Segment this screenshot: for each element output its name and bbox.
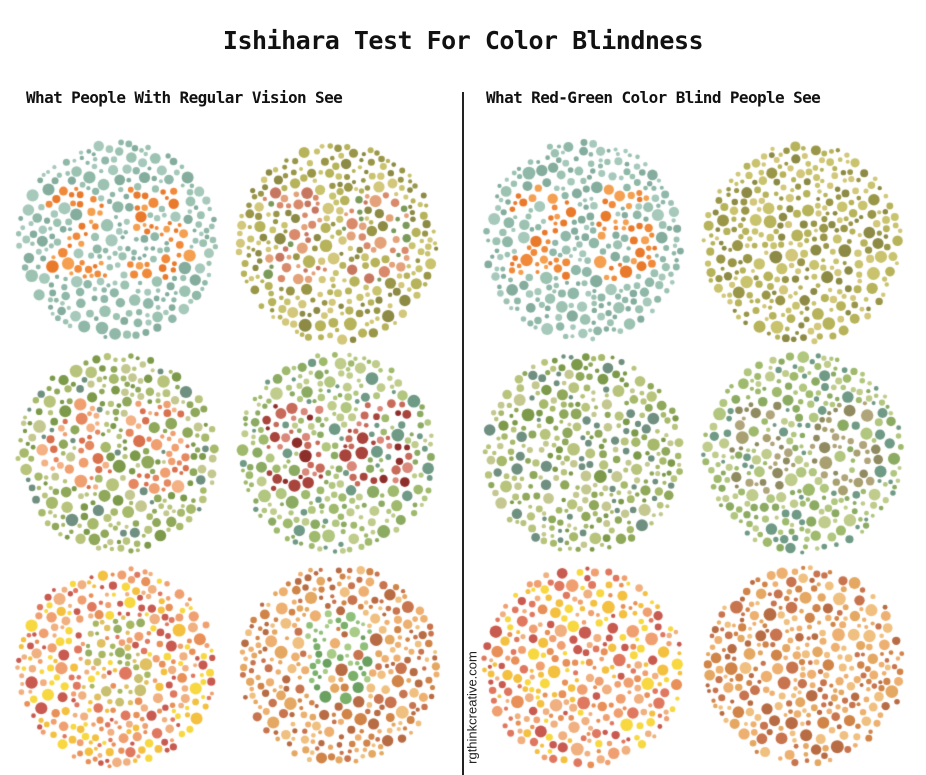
color-blind-heading: What Red-Green Color Blind People See <box>486 88 821 107</box>
plate-colorblind-4 <box>698 348 908 558</box>
page-title: Ishihara Test For Color Blindness <box>222 26 704 55</box>
plate-regular-5 <box>12 562 222 772</box>
plate-colorblind-3 <box>478 348 688 558</box>
plate-colorblind-2 <box>698 138 908 348</box>
plate-regular-2 <box>232 138 442 348</box>
plate-colorblind-5 <box>478 562 688 772</box>
column-divider <box>462 92 464 775</box>
plate-colorblind-1 <box>478 135 688 345</box>
plate-colorblind-6 <box>700 560 910 770</box>
plate-regular-3 <box>12 348 222 558</box>
plate-regular-6 <box>234 560 444 770</box>
plate-regular-4 <box>232 348 442 558</box>
regular-vision-heading: What People With Regular Vision See <box>26 88 343 107</box>
plate-regular-1 <box>12 135 222 345</box>
